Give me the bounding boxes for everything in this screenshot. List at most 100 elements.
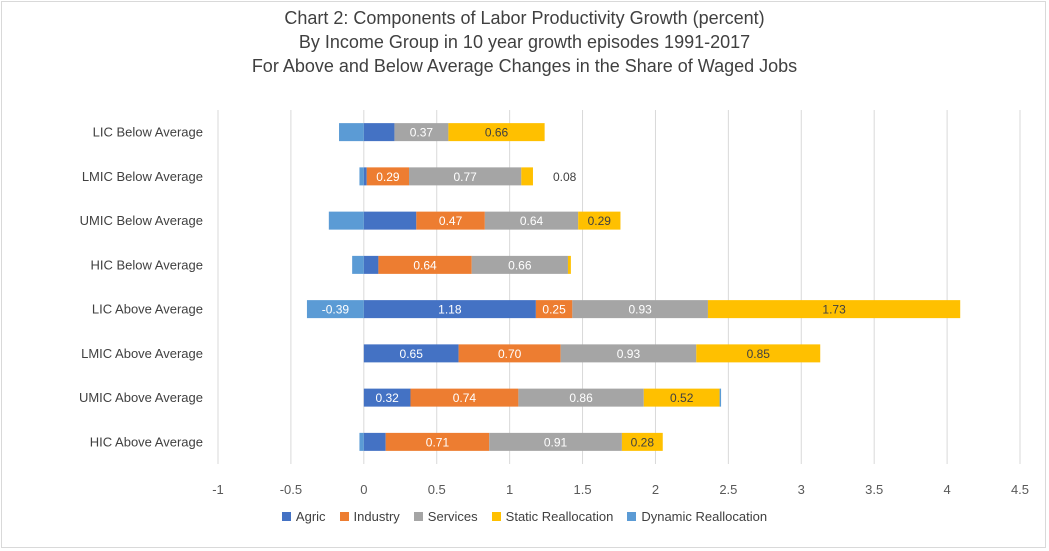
bar-segment xyxy=(385,432,490,451)
data-label: 0.47 xyxy=(439,214,463,228)
data-label: 0.74 xyxy=(453,391,477,405)
bar-segment xyxy=(578,211,621,230)
bar-segment xyxy=(363,388,411,407)
bar-segment xyxy=(378,255,472,274)
data-label: 0.66 xyxy=(508,258,532,272)
x-tick-label: 3.5 xyxy=(865,482,883,497)
bar-segment xyxy=(366,167,410,186)
bar-segment xyxy=(489,432,622,451)
bar-segment xyxy=(363,300,536,319)
legend-item: Services xyxy=(413,509,478,524)
bar-segment xyxy=(394,123,449,142)
data-label: 0.64 xyxy=(520,214,544,228)
chart-legend: Agric Industry Services Static Reallocation… xyxy=(0,509,1049,524)
bar-segment xyxy=(352,255,364,274)
bar-segment xyxy=(409,167,522,186)
bar-segment xyxy=(363,344,459,363)
data-label: 0.86 xyxy=(569,391,593,405)
data-label: 0.37 xyxy=(410,126,434,140)
category-label: UMIC Above Average xyxy=(79,390,203,405)
data-label: 0.65 xyxy=(400,347,424,361)
chart-title-line-2: By Income Group in 10 year growth episod… xyxy=(298,32,751,52)
bar-segment xyxy=(521,167,533,186)
data-label: 0.29 xyxy=(376,170,400,184)
data-label: 1.73 xyxy=(822,303,846,317)
data-label: 0.66 xyxy=(485,126,509,140)
legend-item: Dynamic Reallocation xyxy=(627,509,767,524)
legend-item: Industry xyxy=(339,509,400,524)
data-label: 0.29 xyxy=(588,214,612,228)
bar-segment xyxy=(359,167,364,186)
chart-title-line-1: Chart 2: Components of Labor Productivit… xyxy=(284,8,765,28)
legend-item: Agric xyxy=(281,509,326,524)
bar-segment xyxy=(416,211,485,230)
data-label: 1.18 xyxy=(438,303,462,317)
x-tick-label: -0.5 xyxy=(280,482,302,497)
x-tick-label: -1 xyxy=(212,482,224,497)
legend-swatch xyxy=(413,512,423,521)
bar-segment xyxy=(458,344,561,363)
data-label: 0.85 xyxy=(747,347,771,361)
bar-segment xyxy=(410,388,519,407)
data-label: 0.52 xyxy=(670,391,694,405)
bar-segment xyxy=(328,211,364,230)
bar-segment xyxy=(535,300,573,319)
category-label: LMIC Below Average xyxy=(82,169,203,184)
legend-swatch xyxy=(281,512,291,521)
category-label: HIC Above Average xyxy=(90,434,203,449)
bar-segment xyxy=(363,211,417,230)
data-label: 0.32 xyxy=(375,391,399,405)
data-label: -0.39 xyxy=(322,303,350,317)
bar-segment xyxy=(719,388,722,407)
bar-segment xyxy=(572,300,708,319)
category-label: LIC Above Average xyxy=(92,302,203,317)
bar-segment xyxy=(448,123,545,142)
category-label: LMIC Above Average xyxy=(81,346,203,361)
bar-segment xyxy=(471,255,568,274)
data-label: 0.77 xyxy=(453,170,477,184)
bar-segment xyxy=(707,300,961,319)
bar-segment xyxy=(363,255,379,274)
bar-segment xyxy=(359,432,364,451)
bar-segment xyxy=(696,344,821,363)
x-tick-label: 3 xyxy=(798,482,805,497)
data-label: 0.64 xyxy=(413,258,437,272)
data-label: 0.28 xyxy=(631,435,655,449)
bar-segment xyxy=(484,211,579,230)
category-label: UMIC Below Average xyxy=(80,213,203,228)
chart-title: Chart 2: Components of Labor Productivit… xyxy=(0,6,1049,78)
data-label: 0.25 xyxy=(542,303,566,317)
legend-swatch xyxy=(627,512,637,521)
x-tick-label: 1 xyxy=(506,482,513,497)
legend-item: Static Reallocation xyxy=(491,509,614,524)
data-label: 0.93 xyxy=(617,347,641,361)
x-tick-label: 4 xyxy=(943,482,950,497)
x-tick-label: 0.5 xyxy=(428,482,446,497)
x-tick-label: 1.5 xyxy=(574,482,592,497)
legend-swatch xyxy=(339,512,349,521)
category-label: HIC Below Average xyxy=(91,257,204,272)
data-label: 0.71 xyxy=(426,435,450,449)
data-label: 0.91 xyxy=(544,435,568,449)
legend-label: Dynamic Reallocation xyxy=(641,509,768,524)
bar-segment xyxy=(643,388,720,407)
bar-segment xyxy=(567,255,571,274)
data-label: 0.08 xyxy=(553,170,577,184)
x-tick-label: 2.5 xyxy=(719,482,737,497)
x-tick-label: 0 xyxy=(360,482,367,497)
legend-swatch xyxy=(491,512,501,521)
bar-segment xyxy=(621,432,663,451)
legend-label: Industry xyxy=(353,509,400,524)
bar-segment xyxy=(339,123,364,142)
x-tick-label: 4.5 xyxy=(1011,482,1029,497)
bar-segment xyxy=(560,344,697,363)
data-label: 0.93 xyxy=(628,303,652,317)
bar-segment xyxy=(363,432,386,451)
category-label: LIC Below Average xyxy=(93,125,203,140)
bar-segment xyxy=(306,300,364,319)
bar-segment xyxy=(363,167,367,186)
legend-label: Static Reallocation xyxy=(505,509,614,524)
bar-segment xyxy=(518,388,644,407)
